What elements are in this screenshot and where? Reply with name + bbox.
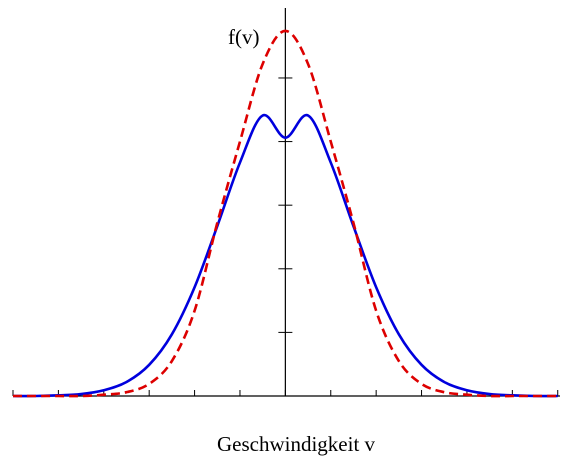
- y-axis-label: f(v): [228, 25, 259, 49]
- series-group: [12, 29, 558, 398]
- solid-curve: [12, 113, 558, 398]
- dashed-curve: [12, 29, 558, 398]
- x-axis-label: Geschwindigkeit v: [217, 432, 376, 456]
